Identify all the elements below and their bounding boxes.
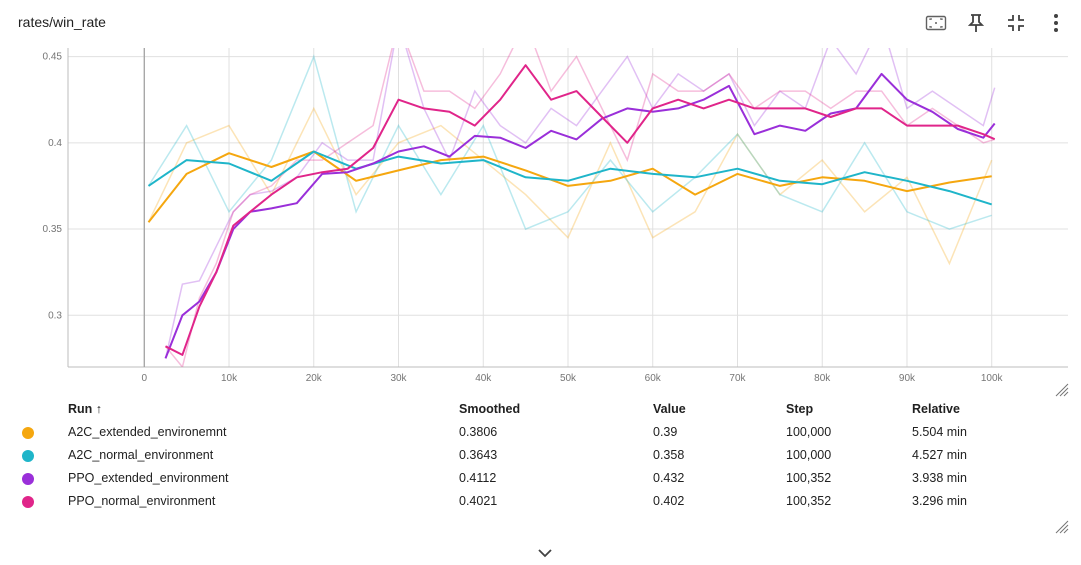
- header-value[interactable]: Value: [653, 402, 686, 416]
- more-vert-icon: [1054, 14, 1058, 32]
- step-value: 100,000: [786, 448, 832, 462]
- raw-value: 0.432: [653, 471, 685, 485]
- step-value: 100,000: [786, 425, 832, 439]
- expand-chevron-icon[interactable]: [536, 546, 554, 560]
- series-smoothed-line: [147, 150, 992, 206]
- fullscreen-exit-icon: [1008, 15, 1024, 31]
- header-relative[interactable]: Relative: [912, 402, 960, 416]
- chart-toolbar: [921, 10, 1071, 36]
- table-header-row: Run ↑ Smoothed Value Step Relative: [0, 398, 1081, 421]
- x-tick-label: 90k: [899, 373, 916, 384]
- step-value: 100,352: [786, 494, 832, 508]
- run-name: PPO_extended_environment: [68, 471, 229, 485]
- smoothed-value: 0.4021: [459, 494, 498, 508]
- win-rate-chart[interactable]: 0 10k 20k 30k 40k 50k 60k 70k 80k 90k 100k 0.3 0.35 0…: [0, 40, 1081, 395]
- y-tick-label: 0.3: [48, 310, 62, 321]
- run-name: A2C_normal_environment: [68, 448, 214, 462]
- step-value: 100,352: [786, 471, 832, 485]
- relative-time: 4.527 min: [912, 448, 967, 462]
- y-tick-label: 0.35: [43, 224, 63, 235]
- y-tick-label: 0.45: [43, 52, 63, 63]
- x-tick-label: 60k: [645, 373, 662, 384]
- run-color-dot: [22, 427, 34, 439]
- run-name: PPO_normal_environment: [68, 494, 216, 508]
- series-raw-line: [164, 48, 995, 367]
- table-row: A2C_normal_environment 0.3643 0.358 100,…: [0, 444, 1081, 467]
- run-color-dot: [22, 496, 34, 508]
- header-smoothed[interactable]: Smoothed: [459, 402, 521, 416]
- relative-time: 3.938 min: [912, 471, 967, 485]
- series-smoothed-line: [165, 64, 996, 356]
- fit-domain-icon: [925, 15, 947, 31]
- fit-domain-button[interactable]: [921, 10, 951, 36]
- x-tick-label: 80k: [814, 373, 831, 384]
- smoothed-value: 0.3643: [459, 448, 498, 462]
- raw-value: 0.39: [653, 425, 678, 439]
- x-tick-label: 70k: [729, 373, 746, 384]
- table-resize-handle-icon[interactable]: [1055, 520, 1069, 534]
- x-tick-label: 20k: [306, 373, 323, 384]
- header-run[interactable]: Run ↑: [68, 402, 103, 416]
- run-table: Run ↑ Smoothed Value Step Relative A2C_e…: [0, 398, 1081, 513]
- x-tick-label: 0: [141, 373, 147, 384]
- series-raw-line: [147, 54, 992, 231]
- x-tick-label: 10k: [221, 373, 238, 384]
- x-tick-label: 50k: [560, 373, 577, 384]
- x-tick-label: 40k: [475, 373, 492, 384]
- run-color-dot: [22, 450, 34, 462]
- x-tick-label: 100k: [981, 373, 1004, 384]
- series-smoothed-line: [147, 150, 992, 223]
- relative-time: 5.504 min: [912, 425, 967, 439]
- smoothed-value: 0.3806: [459, 425, 498, 439]
- raw-value: 0.358: [653, 448, 685, 462]
- relative-time: 3.296 min: [912, 494, 967, 508]
- table-row: A2C_extended_environemnt 0.3806 0.39 100…: [0, 421, 1081, 444]
- pin-icon: [968, 14, 984, 32]
- pin-button[interactable]: [961, 10, 991, 36]
- series-smoothed-line: [164, 72, 996, 359]
- series-raw-line: [147, 106, 993, 266]
- more-options-button[interactable]: [1041, 10, 1071, 36]
- chart-resize-handle-icon[interactable]: [1055, 383, 1069, 397]
- header-step[interactable]: Step: [786, 402, 814, 416]
- y-tick-label: 0.4: [48, 138, 62, 149]
- fullscreen-exit-button[interactable]: [1001, 10, 1031, 36]
- raw-value: 0.402: [653, 494, 685, 508]
- table-row: PPO_normal_environment 0.4021 0.402 100,…: [0, 490, 1081, 513]
- smoothed-value: 0.4112: [459, 471, 497, 485]
- table-row: PPO_extended_environment 0.4112 0.432 10…: [0, 467, 1081, 490]
- run-color-dot: [22, 473, 34, 485]
- series-raw-line: [164, 48, 996, 359]
- card-title: rates/win_rate: [18, 14, 106, 30]
- x-tick-label: 30k: [390, 373, 407, 384]
- run-name: A2C_extended_environemnt: [68, 425, 227, 439]
